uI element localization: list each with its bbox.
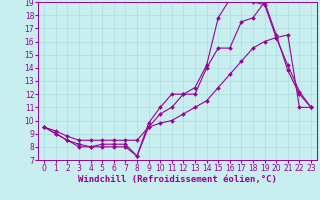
X-axis label: Windchill (Refroidissement éolien,°C): Windchill (Refroidissement éolien,°C) bbox=[78, 175, 277, 184]
